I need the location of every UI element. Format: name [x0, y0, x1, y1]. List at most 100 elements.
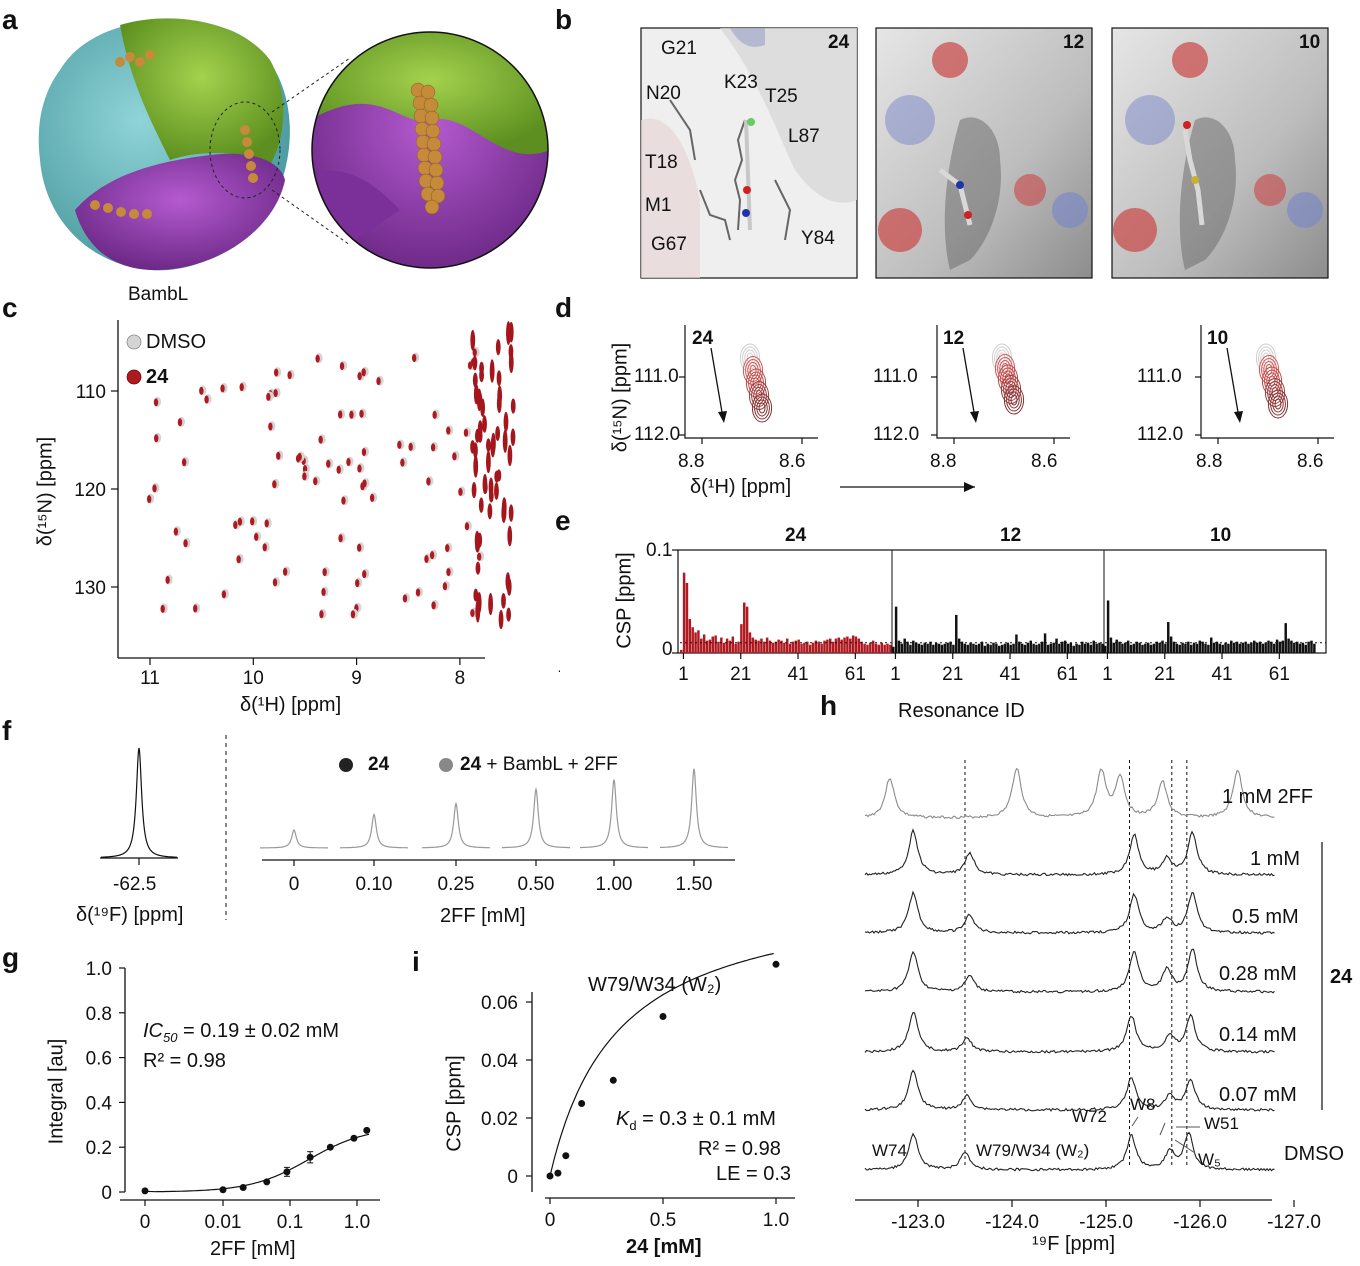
axis-label-y: δ(¹⁵N) [ppm]: [34, 436, 57, 547]
f-tick-label: 1.50: [676, 874, 713, 895]
csp-bar: [986, 643, 990, 653]
csp-bar: [975, 644, 978, 653]
d-contour: [1260, 349, 1272, 367]
e-ytick: 0.1: [646, 540, 673, 561]
hsqc-peak-24: [350, 610, 356, 619]
h-axis-label-x: ¹⁹F [ppm]: [1032, 1233, 1116, 1255]
hsqc-peak-24: [313, 477, 318, 486]
csp-bar: [740, 624, 743, 653]
panel-b: b: [550, 0, 1360, 290]
csp-bar: [1035, 644, 1038, 653]
d-contour: [1272, 395, 1284, 413]
hsqc-peak-24: [357, 372, 362, 381]
csp-bar: [1152, 643, 1156, 653]
hsqc-peak-24: [506, 607, 512, 622]
hsqc-peak-24: [491, 432, 496, 454]
hsqc-peak-24: [361, 368, 366, 377]
legend-dmso: DMSO: [146, 331, 206, 353]
csp-bar: [1049, 643, 1053, 653]
csp-bar: [1307, 641, 1310, 653]
hsqc-peak-24: [326, 459, 331, 468]
csp-bar: [934, 642, 938, 653]
g-data-point: [263, 1178, 271, 1186]
hsqc-peak-24: [337, 410, 343, 419]
f-titration-peak: [422, 801, 490, 849]
csp-bar: [823, 640, 826, 653]
csp-bar: [820, 643, 823, 653]
hsqc-peak-24: [445, 544, 450, 553]
csp-bar: [1235, 641, 1239, 653]
csp-bar: [1078, 644, 1081, 653]
csp-bar: [768, 640, 772, 653]
csp-bar: [800, 643, 803, 653]
csp-bar: [1112, 642, 1116, 653]
h-peak-label: W51: [1204, 1114, 1239, 1133]
i-r2: R² = 0.98: [698, 1138, 781, 1160]
csp-bar: [1104, 645, 1107, 653]
csp-bar: [929, 641, 932, 653]
hsqc-peak-24: [302, 472, 307, 481]
csp-bar: [1295, 641, 1299, 653]
csp-bar: [1167, 622, 1170, 653]
hsqc-peak-24: [507, 444, 513, 467]
i-ytick-label: 0.06: [481, 993, 518, 1014]
d-frame-label: 12: [943, 328, 965, 349]
hsqc-peak-24: [498, 609, 504, 630]
csp-bar: [937, 643, 941, 653]
d-contour: [1266, 372, 1278, 390]
csp-bar: [705, 640, 709, 653]
csp-bar: [1115, 639, 1118, 653]
csp-bar: [1089, 644, 1093, 653]
csp-bar: [1270, 641, 1273, 653]
csp-bar: [897, 640, 901, 653]
d-shift-arrow: [962, 347, 976, 419]
hsqc-peak-24: [415, 588, 421, 597]
csp-bar: [960, 641, 964, 653]
csp-bar: [1215, 641, 1219, 653]
csp-bar: [1132, 643, 1136, 653]
d-contour: [754, 396, 770, 420]
d-contour: [758, 402, 766, 414]
g-axis-label-x: 2FF [mM]: [210, 1238, 296, 1260]
csp-bar: [1141, 644, 1144, 653]
g-axis-label-y: Integral [au]: [45, 1038, 68, 1145]
panel-a: a: [0, 0, 560, 310]
csp-bar: [1267, 640, 1270, 653]
csp-bar: [1198, 640, 1202, 653]
hsqc-peak-24: [471, 481, 477, 499]
i-xtick-label: 0.5: [650, 1210, 676, 1231]
hsqc-peak-24: [220, 384, 225, 393]
h-spectrum-trace: [864, 828, 1275, 877]
f-single-tick-label: -62.5: [113, 874, 157, 895]
hsqc-peak-24: [508, 504, 514, 522]
csp-bar: [1055, 638, 1058, 653]
hsqc-peak-24: [502, 429, 508, 453]
csp-bar: [1146, 642, 1150, 653]
c-ytick-label: 110: [76, 382, 106, 403]
csp-bar: [1066, 643, 1070, 653]
panel-label-f: f: [2, 715, 12, 746]
csp-bar: [1072, 645, 1075, 653]
f-axis-label-right: 2FF [mM]: [440, 905, 526, 927]
hsqc-peak-24: [487, 503, 493, 520]
g-ic50-annotation: IC50 = 0.19 ± 0.02 mM: [143, 1020, 339, 1045]
d-xtick: 8.6: [1031, 451, 1058, 472]
c-xtick-label: 7: [558, 668, 560, 689]
csp-bar: [751, 637, 755, 653]
e-xtick-label: 21: [730, 664, 751, 685]
axis-label-x: δ(¹H) [ppm]: [240, 694, 342, 716]
i-xtick-label: 1.0: [763, 1210, 789, 1231]
hsqc-peak-24: [482, 415, 487, 433]
csp-bar: [757, 640, 760, 653]
csp-bar: [880, 642, 884, 653]
csp-bar: [691, 627, 694, 653]
csp-bar: [794, 640, 798, 653]
d-contour: [1269, 384, 1281, 401]
csp-bar: [1210, 637, 1213, 653]
e-xtick-label: 61: [1057, 664, 1078, 685]
hsqc-peak-24: [510, 398, 516, 414]
csp-bar: [720, 637, 723, 653]
csp-bar: [1038, 643, 1041, 653]
hsqc-peak-24: [173, 527, 179, 536]
c-xtick-label: 11: [140, 668, 160, 689]
